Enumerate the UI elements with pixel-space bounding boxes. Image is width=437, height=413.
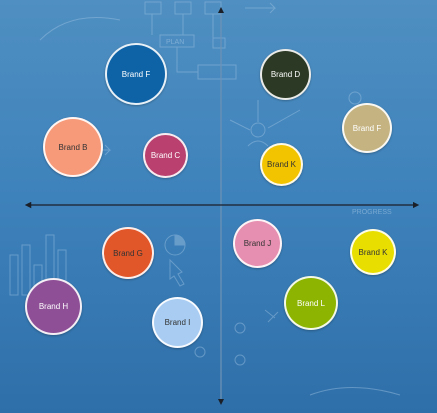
sketch-lines bbox=[151, 14, 214, 73]
pie-sketch bbox=[174, 234, 186, 246]
brand-label: Brand K bbox=[267, 160, 296, 169]
progress-label: PROGRESS bbox=[352, 209, 392, 216]
person-sketch bbox=[250, 122, 266, 138]
brand-label: Brand K bbox=[358, 247, 388, 257]
brand-k-top-bubble[interactable]: Brand K bbox=[260, 143, 303, 186]
brand-f-right-bubble[interactable]: Brand F bbox=[342, 103, 392, 153]
sketch-curve bbox=[309, 387, 401, 396]
person-sketch bbox=[234, 322, 246, 334]
sketch-box bbox=[144, 1, 162, 15]
person-sketch bbox=[194, 346, 206, 358]
brand-l-bubble[interactable]: Brand L bbox=[284, 276, 338, 330]
plan-label: PLAN bbox=[166, 39, 184, 46]
brand-label: Brand H bbox=[38, 302, 69, 311]
cursor-sketch bbox=[169, 258, 185, 287]
brand-f-left-bubble[interactable]: Brand F bbox=[105, 43, 167, 105]
bar-sketch bbox=[21, 244, 31, 296]
bar-sketch bbox=[9, 254, 19, 296]
brand-h-bubble[interactable]: Brand H bbox=[25, 278, 82, 335]
brand-label: Brand L bbox=[296, 298, 326, 308]
person-sketch bbox=[234, 354, 246, 366]
brand-label: Brand B bbox=[58, 142, 88, 152]
brand-label: Brand C bbox=[150, 151, 181, 160]
brand-label: Brand F bbox=[121, 69, 151, 79]
brand-label: Brand F bbox=[352, 123, 382, 133]
sketch-lines bbox=[264, 309, 279, 323]
brand-g-bubble[interactable]: Brand G bbox=[102, 227, 154, 279]
brand-label: Brand I bbox=[164, 318, 191, 327]
brand-c-bubble[interactable]: Brand C bbox=[143, 133, 188, 178]
sketch-curve bbox=[39, 17, 121, 41]
brand-k-right-bubble[interactable]: Brand K bbox=[350, 229, 396, 275]
brand-j-bubble[interactable]: Brand J bbox=[233, 219, 282, 268]
brand-b-bubble[interactable]: Brand B bbox=[43, 117, 103, 177]
plan-box bbox=[159, 34, 195, 48]
brand-label: Brand D bbox=[270, 70, 301, 79]
brand-label: Brand J bbox=[243, 239, 272, 248]
sketch-arrow bbox=[245, 2, 277, 14]
pie-sketch bbox=[164, 234, 186, 256]
sketch-box bbox=[174, 1, 192, 15]
sketch-box bbox=[197, 64, 237, 80]
person-sketch bbox=[247, 140, 269, 147]
brand-label: Brand G bbox=[113, 248, 143, 258]
brand-d-bubble[interactable]: Brand D bbox=[260, 49, 311, 100]
sketch-lines bbox=[229, 100, 301, 131]
person-sketch bbox=[348, 91, 362, 105]
brand-i-bubble[interactable]: Brand I bbox=[152, 297, 203, 348]
